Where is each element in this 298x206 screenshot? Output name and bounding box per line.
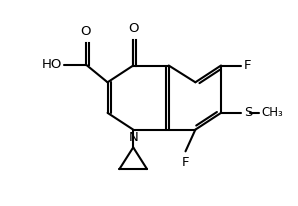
Text: O: O [81,25,91,38]
Text: N: N [128,131,138,144]
Text: F: F [244,59,251,72]
Text: HO: HO [42,58,62,71]
Text: O: O [128,22,139,35]
Text: S: S [244,106,252,119]
Text: F: F [182,156,189,169]
Text: CH₃: CH₃ [261,106,283,119]
